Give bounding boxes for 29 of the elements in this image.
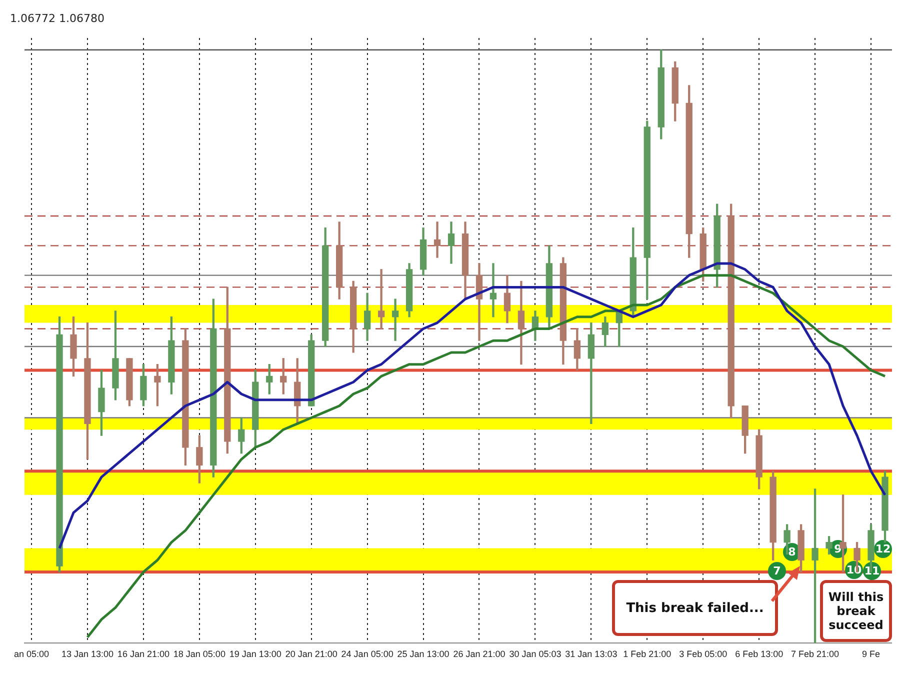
- x-tick-label: 13 Jan 13:00: [61, 649, 114, 660]
- annotation: 7: [773, 564, 781, 578]
- x-tick-label: 20 Jan 21:00: [285, 649, 338, 660]
- callout-box: Will this break succeed: [820, 580, 892, 642]
- x-tick-label: an 05:00: [14, 649, 50, 660]
- x-tick-label: 19 Jan 13:00: [229, 649, 282, 660]
- candlestick: [378, 269, 385, 330]
- text: 1.06772 1.06780: [10, 12, 104, 25]
- x-tick-label: 6 Feb 13:00: [735, 649, 784, 660]
- x-tick-label: 31 Jan 13:03: [565, 649, 618, 660]
- annotation: 11: [864, 564, 880, 578]
- annotation: This break failed...: [626, 600, 764, 616]
- x-tick-label: 7 Feb 21:00: [791, 649, 840, 660]
- annotation: 8: [788, 545, 796, 558]
- x-tick-label: 25 Jan 13:00: [397, 649, 450, 660]
- x-tick-label: 3 Feb 05:00: [679, 649, 728, 660]
- x-tick-label: 26 Jan 21:00: [453, 649, 506, 660]
- x-tick-label: 30 Jan 05:03: [509, 649, 562, 660]
- candlestick: [434, 222, 441, 258]
- candlestick: [392, 298, 399, 341]
- annotation: 12: [875, 542, 891, 556]
- x-tick-label: 24 Jan 05:00: [341, 649, 394, 660]
- x-tick-label: 9 Fe: [862, 649, 880, 660]
- x-tick-label: 16 Jan 21:00: [117, 649, 170, 660]
- x-tick-label: 1 Feb 21:00: [623, 649, 672, 660]
- callout-box: This break failed...: [612, 580, 778, 636]
- x-tick-label: 18 Jan 05:00: [173, 649, 226, 660]
- annotation: Will this break succeed: [827, 590, 885, 632]
- candlestick: [490, 263, 497, 318]
